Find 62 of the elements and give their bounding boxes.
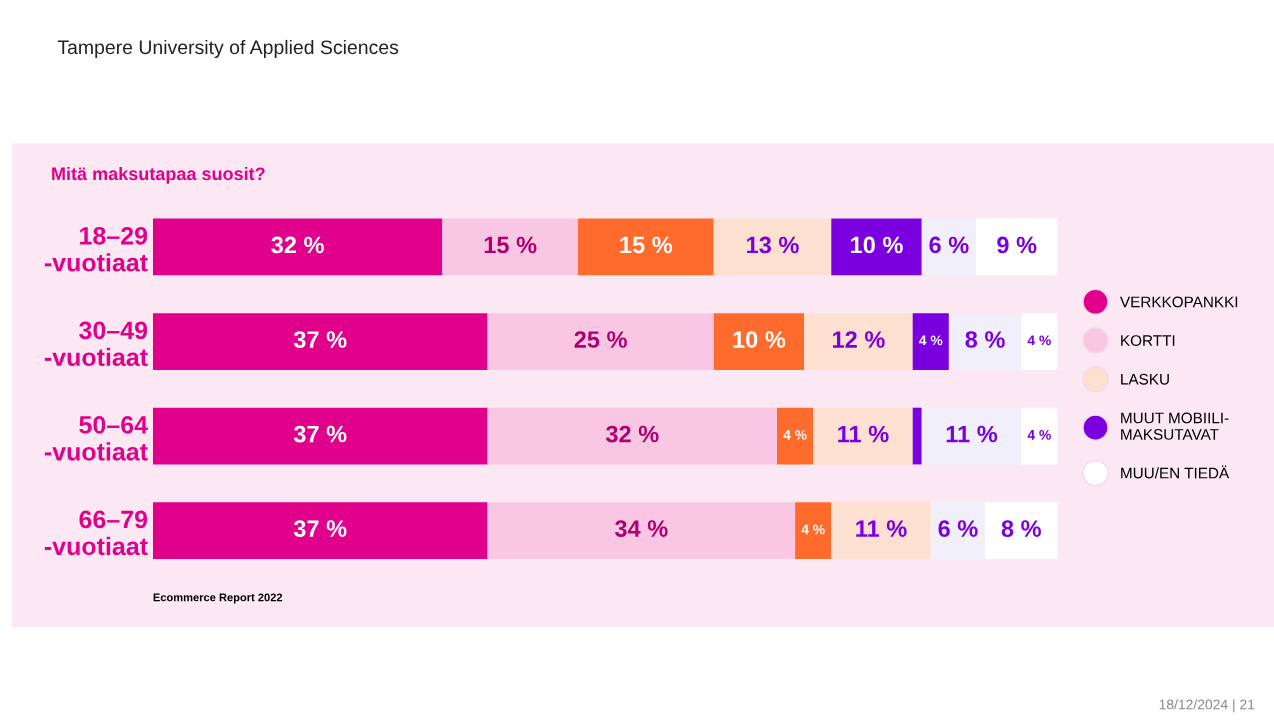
data-label: 6 % bbox=[938, 520, 978, 537]
y-tick-label: 30–49 -vuotiaat bbox=[44, 321, 148, 367]
bar bbox=[831, 502, 931, 559]
data-label: 4 % bbox=[783, 430, 807, 440]
bar bbox=[152, 502, 488, 559]
data-label: 8 % bbox=[1001, 520, 1041, 537]
data-label: 10 % bbox=[733, 331, 786, 348]
text: Tampere University of Applied Sciences bbox=[57, 39, 399, 59]
data-label: 11 % bbox=[838, 425, 889, 443]
data-label: 12 % bbox=[833, 331, 885, 348]
legend-label: LASKU bbox=[1121, 373, 1169, 385]
data-label: 4 % bbox=[1027, 335, 1051, 346]
data-label: 37 % bbox=[293, 520, 347, 537]
data-label: 32 % bbox=[605, 425, 659, 443]
data-label: 9 % bbox=[997, 236, 1037, 254]
bar bbox=[578, 218, 714, 276]
data-label: 10 % bbox=[851, 236, 903, 254]
legend-label: MUU/EN TIEDÄ bbox=[1121, 465, 1230, 479]
y-tick-label: 18–29 -vuotiaat bbox=[44, 226, 148, 272]
bar bbox=[912, 407, 922, 465]
data-label: 6 % bbox=[929, 236, 969, 254]
bar bbox=[152, 407, 488, 465]
data-label: 32 % bbox=[271, 236, 324, 254]
bar bbox=[930, 502, 986, 559]
bar bbox=[813, 407, 913, 465]
legend-label: KORTTI bbox=[1121, 335, 1175, 346]
data-label: 37 % bbox=[293, 331, 347, 348]
bar bbox=[152, 313, 488, 370]
data-label: 11 % bbox=[856, 520, 907, 537]
data-label: 34 % bbox=[614, 520, 668, 537]
bar bbox=[152, 218, 443, 276]
y-tick-label: 50–64 -vuotiaat bbox=[44, 416, 148, 461]
data-label: 37 % bbox=[293, 425, 347, 443]
text: 18/12/2024 | 21 bbox=[1159, 699, 1255, 713]
data-label: 11 % bbox=[946, 425, 998, 443]
data-label: 8 % bbox=[965, 331, 1005, 348]
bar bbox=[921, 218, 977, 276]
data-label: 4 % bbox=[801, 524, 825, 535]
data-label: 15 % bbox=[620, 236, 673, 254]
data-label: 15 % bbox=[484, 236, 537, 254]
chart-title: Mitä maksutapaa suosit? bbox=[52, 166, 265, 184]
data-label: 25 % bbox=[574, 331, 627, 348]
bar bbox=[912, 313, 949, 370]
bar bbox=[713, 218, 832, 276]
y-tick-label: 66–79 -vuotiaat bbox=[44, 510, 148, 556]
bar bbox=[487, 502, 796, 559]
data-label: 4 % bbox=[1027, 430, 1051, 440]
bar bbox=[777, 407, 814, 465]
bar bbox=[713, 313, 805, 370]
bar bbox=[921, 407, 1022, 465]
bar bbox=[442, 218, 579, 276]
legend-label: MUUT MOBIILI- MAKSUTAVAT bbox=[1121, 412, 1229, 440]
bar bbox=[487, 407, 778, 465]
legend-label: VERKKOPANKKI bbox=[1120, 296, 1238, 308]
bar bbox=[795, 502, 832, 559]
data-label: 4 % bbox=[919, 335, 943, 346]
bar bbox=[831, 218, 922, 276]
bar bbox=[487, 313, 714, 370]
bar bbox=[948, 313, 1022, 370]
text: Ecommerce Report 2022 bbox=[153, 593, 283, 604]
bar bbox=[804, 313, 913, 370]
data-label: 13 % bbox=[747, 236, 799, 254]
